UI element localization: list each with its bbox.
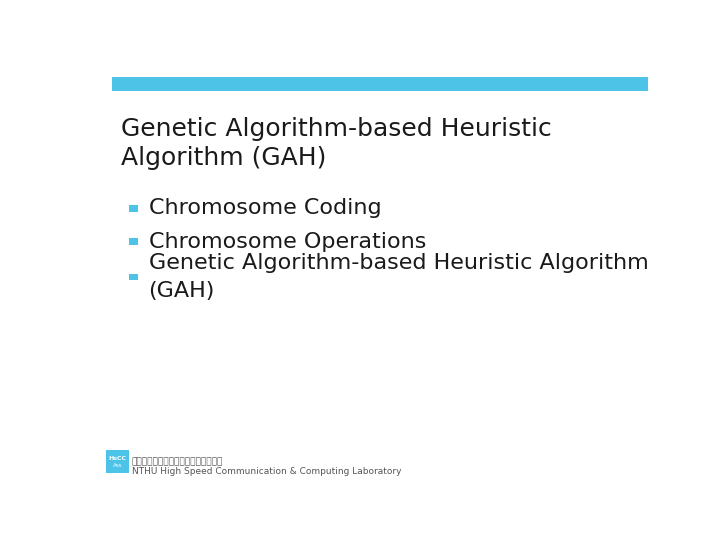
FancyBboxPatch shape bbox=[129, 274, 138, 280]
Text: Algorithm (GAH): Algorithm (GAH) bbox=[121, 146, 326, 170]
FancyBboxPatch shape bbox=[106, 450, 129, 473]
FancyBboxPatch shape bbox=[129, 205, 138, 212]
Text: NTHU High Speed Communication & Computing Laboratory: NTHU High Speed Communication & Computin… bbox=[132, 467, 401, 476]
Text: Chromosome Operations: Chromosome Operations bbox=[148, 232, 426, 252]
Text: Ass: Ass bbox=[112, 463, 122, 468]
Text: Genetic Algorithm-based Heuristic: Genetic Algorithm-based Heuristic bbox=[121, 117, 552, 141]
Text: Genetic Algorithm-based Heuristic Algorithm
(GAH): Genetic Algorithm-based Heuristic Algori… bbox=[148, 253, 648, 301]
Text: HsCC: HsCC bbox=[108, 456, 126, 461]
Text: Chromosome Coding: Chromosome Coding bbox=[148, 198, 381, 218]
FancyBboxPatch shape bbox=[112, 77, 648, 91]
FancyBboxPatch shape bbox=[129, 238, 138, 245]
Text: 國立交通大學高速通訊與計算驟實驗室: 國立交通大學高速通訊與計算驟實驗室 bbox=[132, 457, 223, 466]
